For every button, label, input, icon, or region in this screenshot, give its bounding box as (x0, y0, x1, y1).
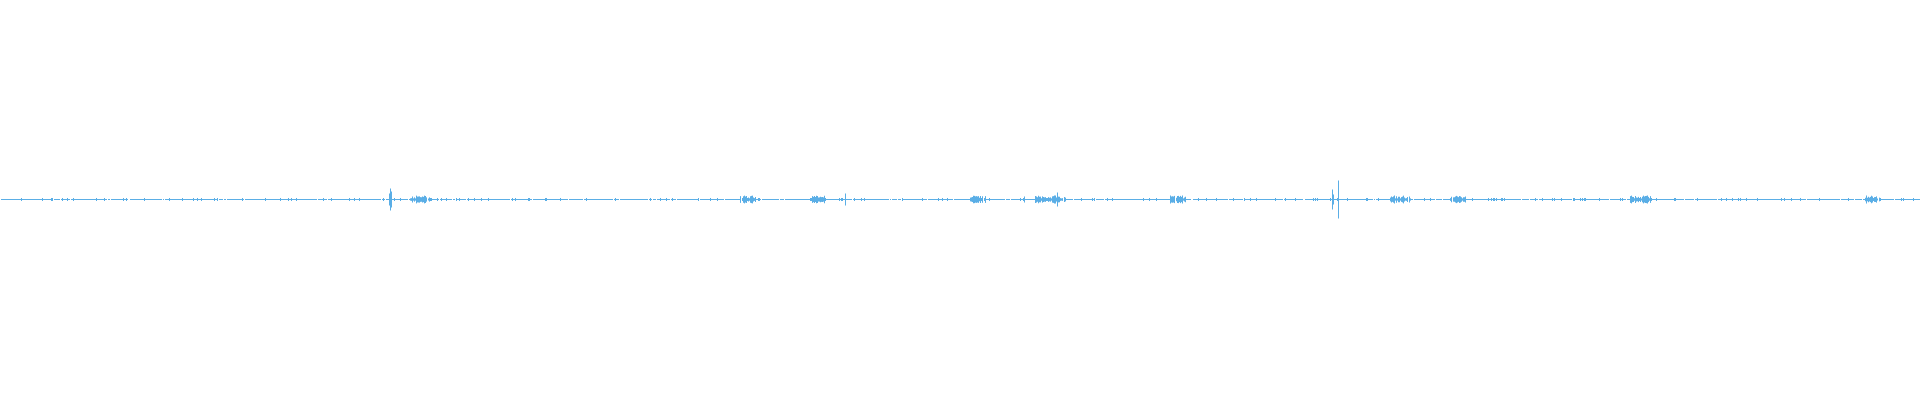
audio-waveform[interactable] (0, 0, 1920, 400)
